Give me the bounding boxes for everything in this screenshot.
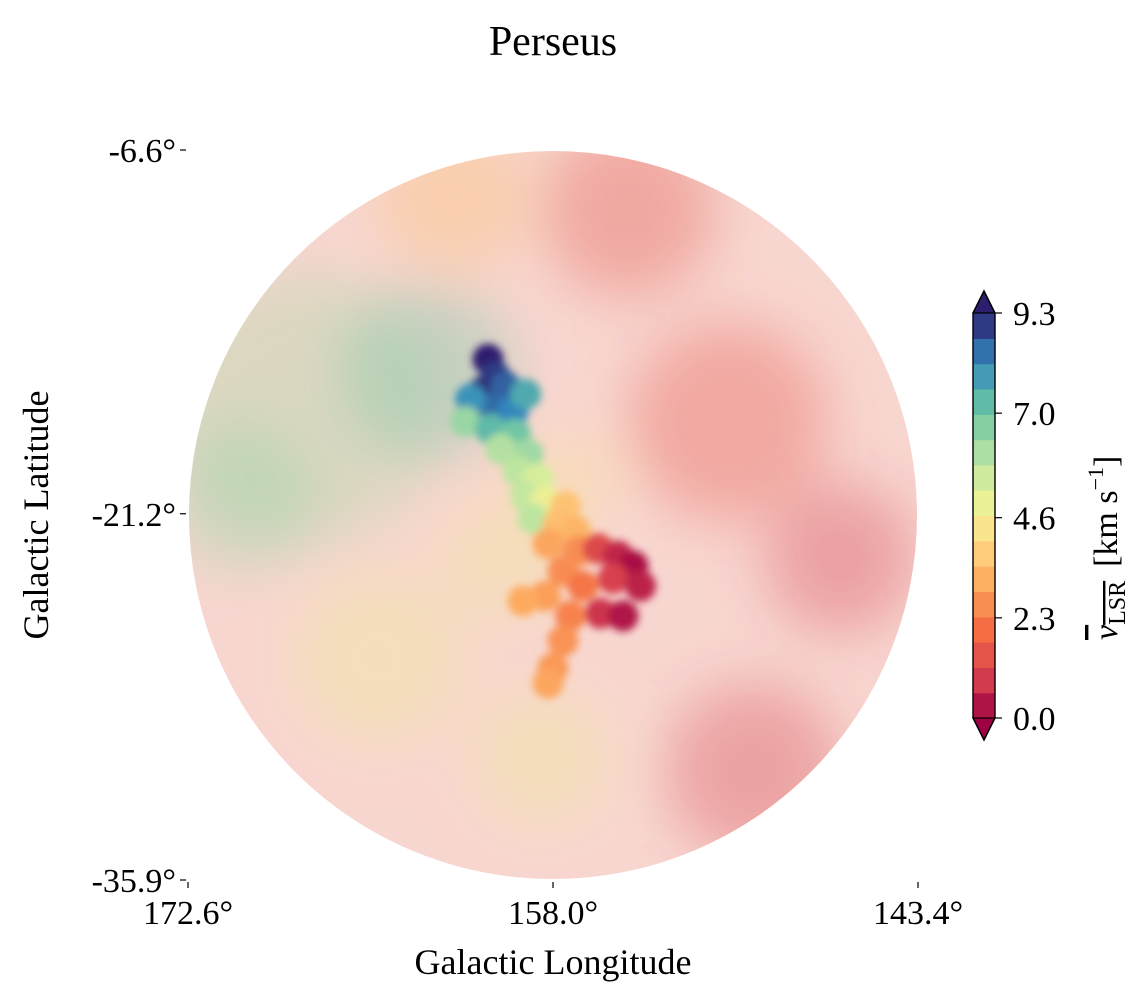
background-region (628, 321, 828, 522)
background-region (470, 687, 611, 828)
colorbar-tick-label: 2.3 (1013, 601, 1056, 638)
cloud-cell (532, 528, 564, 560)
cloud-cell (597, 563, 629, 595)
colorbar-level (973, 616, 995, 643)
colorbar: 0.0 2.3 4.6 7.0 9.3 (972, 289, 1056, 742)
colorbar-label: vLSR [km s−1] (1083, 456, 1131, 640)
y-tick-label: -6.6° (109, 133, 176, 170)
colorbar-level (973, 667, 995, 694)
cloud-cell (547, 625, 579, 657)
colorbar-extend-min (972, 717, 996, 742)
background-region (290, 570, 466, 746)
cloud-cell (485, 433, 516, 465)
x-tick-label: 143.4° (873, 895, 963, 932)
colorbar-label-unit: [km s (1088, 490, 1125, 567)
background-region (665, 682, 841, 858)
cloud-cell (585, 597, 616, 629)
colorbar-tick-label: 9.3 (1013, 296, 1056, 333)
colorbar-label-exp: −1 (1083, 467, 1108, 490)
colorbar-level (973, 414, 995, 441)
y-tick-label: -21.2° (92, 497, 176, 534)
y-axis-label: Galactic Latitude (16, 391, 56, 640)
cloud-cell (607, 600, 639, 632)
colorbar-level (973, 566, 995, 593)
cloud-cell (507, 585, 539, 617)
colorbar-level (973, 388, 995, 415)
cloud-cell (532, 667, 564, 699)
colorbar-level (973, 642, 995, 668)
colorbar-tick-label: 7.0 (1013, 396, 1056, 433)
colorbar-label-sub: LSR (1105, 581, 1131, 625)
sky-field (189, 151, 917, 879)
colorbar-level (973, 591, 995, 618)
axes: 172.6° 158.0° 143.4° -6.6° -21.2° -35.9° (92, 133, 963, 932)
colorbar-extend-max (972, 289, 996, 314)
background-region (378, 151, 528, 273)
colorbar-tick-label: 0.0 (1013, 701, 1056, 738)
colorbar-level (973, 692, 995, 719)
colorbar-level (973, 338, 995, 365)
colorbar-level (973, 515, 995, 542)
x-tick-label: 172.6° (143, 895, 233, 932)
colorbar-level (973, 540, 995, 567)
colorbar-label-close: ] (1088, 456, 1125, 467)
colorbar-level (973, 439, 995, 466)
cloud-velocity-field (450, 343, 656, 699)
colorbar-level (973, 313, 995, 339)
cloud-cell (625, 570, 656, 602)
background-region (189, 421, 316, 572)
x-axis-label: Galactic Longitude (415, 942, 692, 982)
background-region (540, 151, 716, 298)
cloud-cell (450, 406, 481, 438)
cloud-cell (517, 503, 549, 535)
cloud-cell (510, 378, 541, 410)
background-region (765, 483, 916, 634)
colorbar-level (973, 363, 995, 390)
colorbar-level (973, 464, 995, 491)
colorbar-level (973, 490, 995, 517)
cloud-cell (555, 600, 586, 632)
background-velocity-field (189, 151, 916, 858)
cloud-cell (567, 570, 599, 602)
chart-title: Perseus (489, 19, 617, 65)
colorbar-tick-label: 4.6 (1013, 501, 1056, 538)
y-tick-label: -35.9° (92, 863, 176, 900)
x-tick-label: 158.0° (508, 895, 598, 932)
colorbar-label-main: v (1088, 624, 1125, 640)
